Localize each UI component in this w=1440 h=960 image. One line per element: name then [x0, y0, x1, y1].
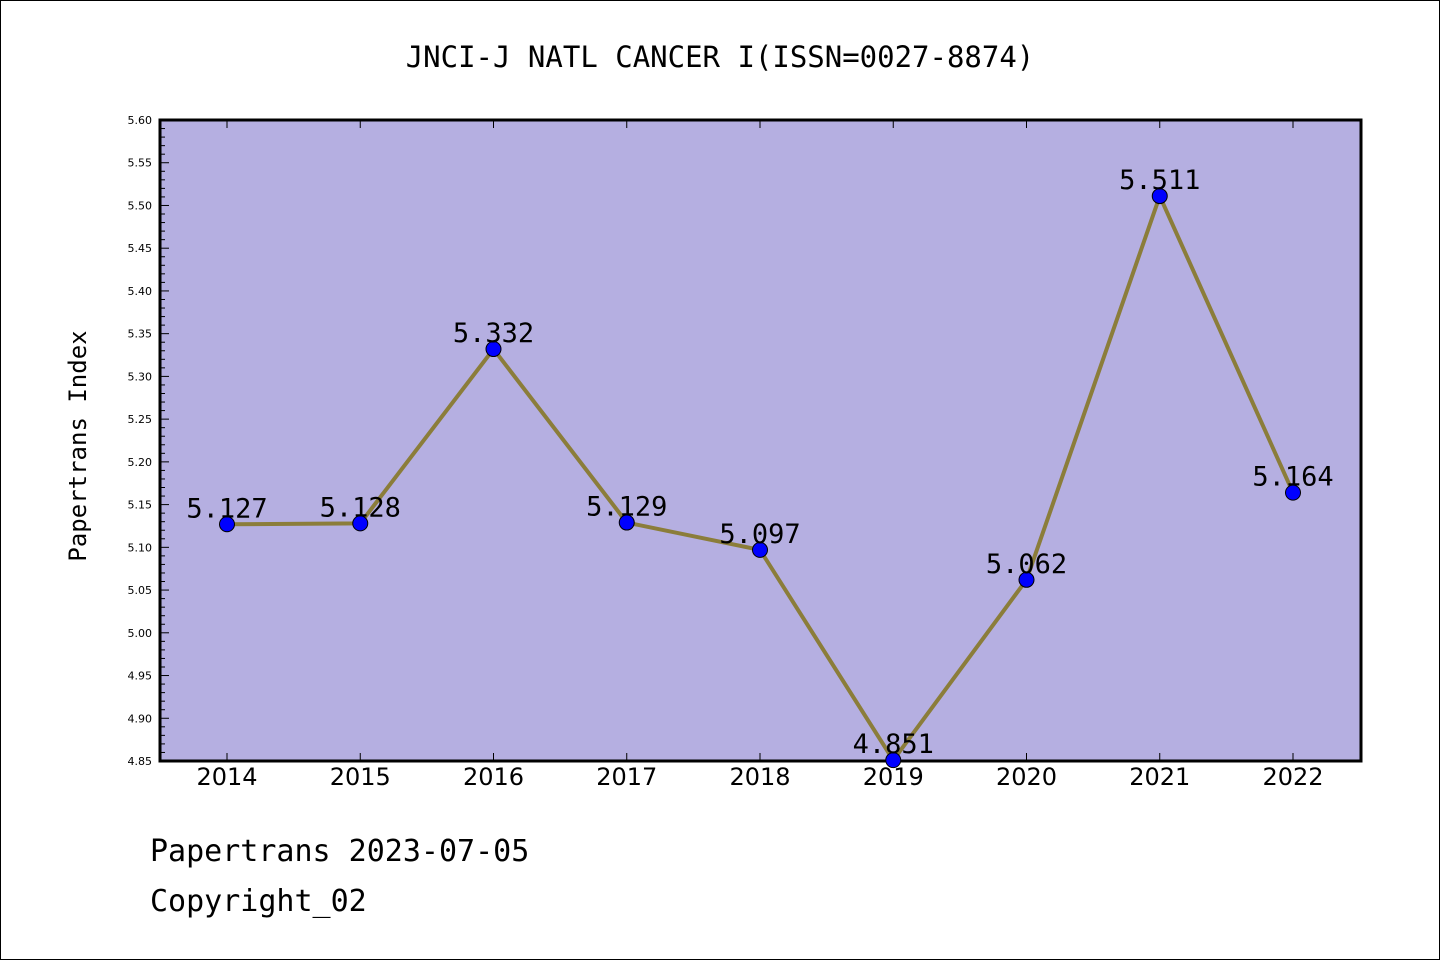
y-tick-label: 5.40 [128, 285, 153, 298]
x-tick-label: 2016 [463, 763, 524, 791]
x-tick-label: 2017 [596, 763, 657, 791]
footer-date: Papertrans 2023-07-05 [150, 834, 530, 869]
data-point-2022 [1285, 484, 1301, 501]
y-tick-label: 4.85 [128, 755, 153, 768]
x-tick-label: 2020 [996, 763, 1057, 791]
data-label-2019: 4.851 [853, 729, 934, 760]
x-tick-label: 2022 [1262, 763, 1323, 791]
data-label-2021: 5.511 [1119, 165, 1200, 196]
y-tick-label: 5.20 [128, 456, 153, 469]
y-axis-ticks: 4.85 4.90 4.95 5.00 5.05 5.10 5.15 5.20 5.25 5.30… [128, 114, 169, 768]
y-tick-label: 4.90 [128, 712, 153, 725]
y-tick-label: 5.45 [128, 242, 153, 255]
footer-copyright: Copyright_02 [150, 884, 367, 919]
data-label-2016: 5.332 [453, 318, 534, 349]
y-tick-label: 5.30 [128, 370, 153, 383]
y-tick-label: 5.15 [128, 499, 153, 512]
data-label-2018: 5.097 [719, 519, 800, 550]
data-point-2014 [219, 516, 235, 533]
data-point-2016 [485, 341, 502, 358]
y-axis-label: Papertrans Index [64, 330, 92, 561]
x-tick-label: 2021 [1129, 763, 1190, 791]
y-tick-label: 5.00 [128, 627, 153, 640]
data-label-2015: 5.128 [320, 492, 401, 523]
data-point-2015 [352, 515, 369, 532]
data-label-2017: 5.129 [586, 492, 667, 523]
plot-area [158, 118, 1363, 763]
x-tick-label: 2018 [729, 763, 790, 791]
data-labels: 5.127 5.128 5.332 5.129 5.097 4.851 5.062 5.511… [186, 165, 1333, 760]
y-tick-label: 5.05 [128, 584, 153, 597]
y-tick-label: 5.25 [128, 413, 153, 426]
data-point-2017 [618, 514, 635, 531]
data-point-2021 [1151, 188, 1168, 205]
data-point-2019 [885, 752, 902, 769]
y-tick-label: 5.10 [128, 541, 153, 554]
y-tick-label: 5.35 [128, 328, 153, 341]
data-point-2020 [1018, 571, 1035, 588]
data-label-2022: 5.164 [1252, 462, 1333, 493]
x-tick-label: 2014 [196, 763, 257, 791]
y-tick-label: 4.95 [128, 670, 153, 683]
series-markers [219, 188, 1301, 769]
y-tick-label: 5.60 [128, 114, 153, 127]
y-tick-label: 5.55 [128, 157, 153, 170]
y-tick-label: 5.50 [128, 199, 153, 212]
data-label-2014: 5.127 [186, 493, 267, 524]
data-point-2018 [752, 541, 768, 558]
x-tick-label: 2015 [330, 763, 391, 791]
data-label-2020: 5.062 [986, 549, 1067, 580]
chart-title: JNCI-J NATL CANCER I(ISSN=0027-8874) [406, 40, 1035, 74]
x-axis-ticks: 2014 2015 2016 2017 2018 2019 2020 2021 2022 [196, 120, 1324, 791]
